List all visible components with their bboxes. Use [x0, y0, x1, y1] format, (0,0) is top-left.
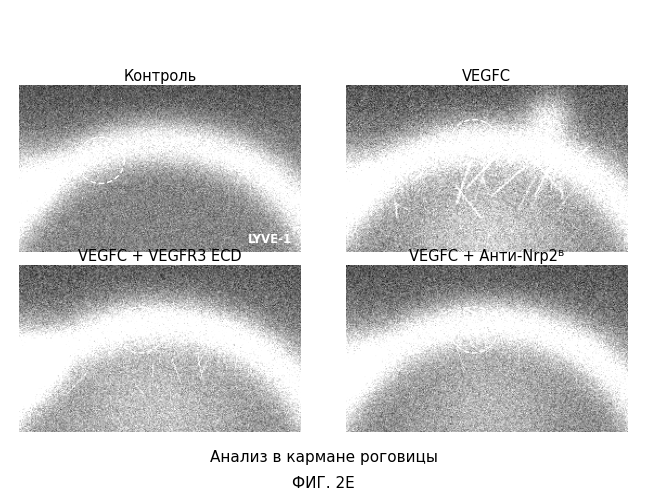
Text: P: P — [470, 136, 478, 149]
Text: P: P — [470, 324, 478, 336]
Title: VEGFC + Анти-Nrp2ᴮ: VEGFC + Анти-Nrp2ᴮ — [410, 249, 564, 264]
Text: LYVE-1: LYVE-1 — [248, 233, 292, 246]
Title: VEGFC: VEGFC — [463, 69, 511, 84]
Title: Контроль: Контроль — [124, 69, 197, 84]
Text: P: P — [137, 324, 144, 336]
Title: VEGFC + VEGFR3 ECD: VEGFC + VEGFR3 ECD — [78, 249, 242, 264]
Text: Анализ в кармане роговицы: Анализ в кармане роговицы — [210, 450, 437, 465]
Text: ФИГ. 2Е: ФИГ. 2Е — [292, 476, 355, 492]
Text: P: P — [96, 154, 105, 167]
